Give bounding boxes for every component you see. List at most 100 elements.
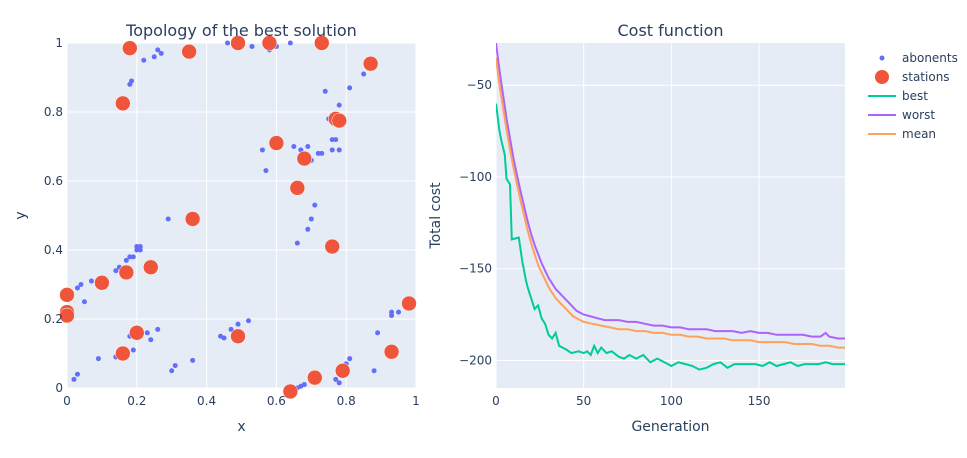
abonents-legend-label: abonents: [902, 51, 958, 65]
abonent-marker: [155, 47, 161, 53]
y-tick-label: −150: [459, 262, 492, 276]
y-tick-label: 1: [55, 36, 63, 50]
cost-lines: [496, 43, 845, 371]
abonent-marker: [249, 43, 255, 49]
best-legend-label: best: [902, 89, 928, 103]
abonent-marker: [389, 309, 395, 315]
abonent-marker: [130, 254, 136, 260]
mean-legend-label: mean: [902, 127, 936, 141]
abonent-marker: [141, 57, 147, 63]
x-tick-label: 0: [492, 394, 500, 408]
legend: abonents stations best worst mean: [868, 51, 958, 141]
x-tick-label: 0: [63, 394, 71, 408]
station-marker: [383, 344, 400, 360]
abonent-marker: [228, 326, 234, 332]
y-tick-label: 0.6: [44, 174, 63, 188]
y-tick-label: 0.2: [44, 312, 63, 326]
x-tick-label: 0.8: [337, 394, 356, 408]
y-tick-label: 0.8: [44, 105, 63, 119]
abonent-marker: [123, 257, 129, 263]
cost-y-axis-label: Total cost: [428, 182, 444, 250]
abonent-marker: [88, 278, 94, 284]
cost-tick-labels: 0 50 100 150 −50 −100 −150 −200: [459, 78, 770, 408]
abonent-marker: [78, 282, 84, 287]
station-marker: [282, 383, 299, 400]
cost-subplot: 0 50 100 150 −50 −100 −150 −200 Cost function G…: [428, 21, 845, 435]
station-marker: [59, 287, 75, 303]
topology-y-axis-label: y: [13, 211, 29, 219]
station-marker: [94, 275, 110, 291]
stations-legend-swatch: [875, 70, 889, 84]
abonent-marker: [127, 254, 133, 260]
topology-gridlines: [66, 42, 417, 389]
x-tick-label: 150: [748, 394, 771, 408]
abonent-marker: [301, 382, 307, 388]
abonent-marker: [319, 150, 325, 156]
abonents-legend-swatch: [879, 55, 885, 61]
abonent-marker: [259, 147, 265, 153]
x-tick-label: 0.6: [267, 394, 286, 408]
abonent-marker: [294, 240, 300, 246]
abonent-marker: [148, 337, 154, 343]
abonent-marker: [305, 226, 311, 232]
abonent-marker: [329, 137, 335, 143]
station-marker: [230, 328, 246, 344]
abonent-marker: [308, 216, 314, 222]
worst-series-line: [496, 43, 845, 340]
abonent-marker: [371, 368, 377, 374]
abonent-marker: [221, 335, 227, 341]
station-marker: [334, 363, 351, 379]
abonent-marker: [144, 330, 150, 336]
abonent-marker: [137, 244, 143, 250]
y-tick-label: 0.4: [44, 243, 63, 257]
x-tick-label: 0.2: [127, 394, 146, 408]
abonent-marker: [333, 137, 339, 143]
station-marker: [122, 40, 138, 56]
x-tick-label: 50: [576, 394, 591, 408]
abonent-marker: [396, 309, 402, 315]
abonent-marker: [347, 356, 353, 362]
topology-title: Topology of the best solution: [125, 21, 357, 40]
mean-series-line: [496, 57, 845, 349]
station-marker: [230, 35, 246, 51]
station-marker: [362, 55, 379, 72]
station-marker: [115, 345, 131, 362]
abonent-marker: [375, 330, 381, 336]
abonent-marker: [190, 357, 196, 363]
best-series-line: [496, 103, 845, 371]
station-marker: [115, 95, 131, 112]
abonent-marker: [263, 168, 269, 174]
station-marker: [143, 259, 159, 275]
y-tick-label: −50: [467, 78, 492, 92]
abonent-marker: [130, 347, 136, 353]
abonent-marker: [315, 150, 321, 156]
station-marker: [324, 238, 340, 255]
station-marker: [184, 211, 201, 227]
abonent-marker: [81, 299, 87, 305]
worst-legend-label: worst: [902, 108, 935, 122]
station-marker: [118, 264, 135, 281]
topology-subplot: 0 0.2 0.4 0.6 0.8 1 0 0.2 0.4 0.6 0.8 1 Topology of…: [13, 21, 420, 435]
station-marker: [59, 307, 75, 324]
abonent-marker: [291, 144, 297, 149]
abonent-marker: [361, 71, 367, 77]
station-marker: [268, 135, 285, 151]
topology-tick-labels: 0 0.2 0.4 0.6 0.8 1 0 0.2 0.4 0.6 0.8 1: [44, 36, 420, 408]
abonent-marker: [312, 202, 318, 208]
y-tick-label: −100: [459, 170, 492, 184]
abonent-marker: [158, 50, 164, 56]
x-tick-label: 1: [412, 394, 420, 408]
cost-x-axis-label: Generation: [631, 419, 709, 435]
abonent-marker: [287, 40, 293, 46]
abonent-marker: [134, 247, 140, 253]
station-marker: [289, 180, 306, 196]
x-tick-label: 0.4: [197, 394, 216, 408]
abonent-marker: [74, 371, 80, 377]
abonent-marker: [172, 363, 178, 369]
x-tick-label: 100: [660, 394, 683, 408]
abonent-marker: [245, 318, 251, 324]
abonent-marker: [134, 244, 140, 250]
abonent-marker: [137, 247, 143, 253]
cost-plot-area: [496, 43, 845, 388]
